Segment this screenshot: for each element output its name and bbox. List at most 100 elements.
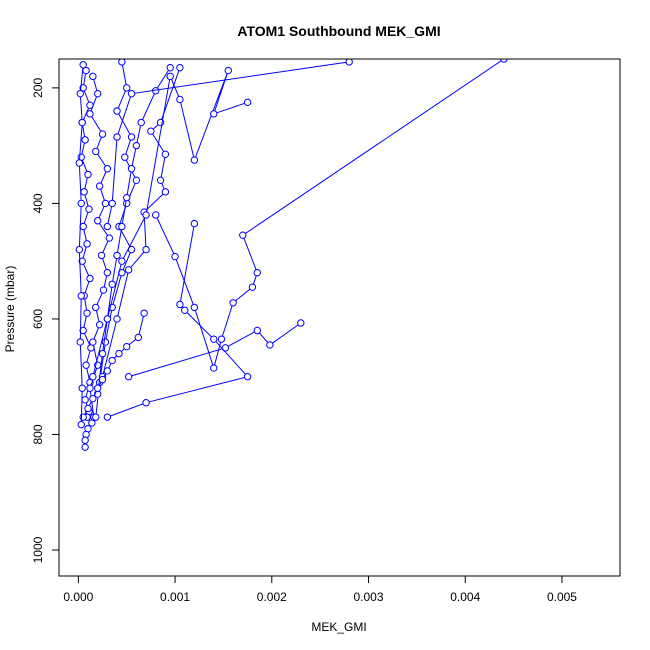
data-point <box>123 342 131 351</box>
data-point <box>166 72 174 81</box>
data-point <box>181 306 189 314</box>
data-point <box>89 72 97 81</box>
data-point <box>103 413 112 421</box>
data-point <box>118 59 126 66</box>
data-point <box>123 193 131 202</box>
series-line <box>78 64 84 425</box>
data-point <box>79 61 87 69</box>
data-point <box>345 59 353 66</box>
data-point <box>103 367 112 375</box>
data-point <box>152 211 160 219</box>
data-point <box>224 66 232 75</box>
data-point <box>103 315 112 323</box>
x-axis-label: MEK_GMI <box>311 620 366 634</box>
data-point <box>161 150 170 159</box>
data-point <box>79 326 87 335</box>
y-tick-label: 800 <box>31 424 45 444</box>
data-point <box>132 176 141 185</box>
series-line <box>92 70 248 377</box>
data-point <box>84 404 92 413</box>
data-point <box>115 349 123 358</box>
data-point <box>243 373 252 381</box>
data-point <box>82 361 90 369</box>
data-point <box>75 159 84 167</box>
data-point <box>113 315 121 323</box>
data-point <box>85 205 93 213</box>
data-point <box>137 118 145 127</box>
data-point <box>142 211 150 219</box>
data-point <box>113 107 121 115</box>
data-point <box>101 338 110 346</box>
data-point <box>210 335 218 343</box>
data-point <box>78 257 86 265</box>
data-point <box>98 130 107 138</box>
data-point <box>127 165 136 173</box>
data-point <box>81 443 89 451</box>
x-tick-label: 0.000 <box>63 590 93 604</box>
y-tick-label: 600 <box>31 309 45 329</box>
data-point <box>98 375 107 384</box>
data-point <box>500 59 508 63</box>
data-point <box>95 182 104 190</box>
data-point <box>84 170 92 179</box>
data-point <box>113 133 121 141</box>
plot-frame <box>58 58 621 577</box>
data-point <box>80 188 88 196</box>
data-point <box>75 245 84 254</box>
data-point <box>266 341 274 349</box>
data-point <box>83 240 91 248</box>
data-point <box>229 299 237 307</box>
data-point <box>103 222 112 231</box>
y-tick-label: 200 <box>31 78 45 98</box>
data-point <box>93 384 102 392</box>
data-point <box>86 384 94 392</box>
data-point <box>142 245 150 254</box>
data-point <box>89 338 97 346</box>
data-point <box>103 269 112 277</box>
data-point <box>243 98 252 107</box>
data-point <box>118 257 126 265</box>
data-point <box>127 89 136 98</box>
data-point <box>147 127 155 135</box>
y-tick-label: 1000 <box>31 536 45 563</box>
data-point <box>92 303 100 312</box>
x-tick-label: 0.001 <box>160 590 190 604</box>
data-point <box>123 84 131 92</box>
data-point <box>79 222 87 231</box>
data-point <box>166 63 174 72</box>
x-tick-label: 0.002 <box>257 590 287 604</box>
data-point <box>176 300 184 309</box>
data-point <box>161 188 170 196</box>
data-point <box>92 413 100 421</box>
data-point <box>176 63 184 72</box>
series-line <box>97 67 171 395</box>
data-point <box>176 95 184 104</box>
data-point <box>99 286 108 294</box>
data-point <box>190 156 199 164</box>
data-point <box>108 199 116 208</box>
chart-title: ATOM1 Southbound MEK_GMI <box>237 23 440 39</box>
data-point <box>78 384 86 392</box>
data-point <box>97 251 106 260</box>
data-point <box>113 251 121 260</box>
y-axis-label: Pressure (mbar) <box>3 266 17 353</box>
data-point <box>118 222 126 231</box>
data-point <box>297 319 305 327</box>
data-point <box>140 309 148 317</box>
data-point <box>93 217 102 225</box>
x-tick-label: 0.004 <box>450 590 480 604</box>
data-point <box>101 199 110 208</box>
x-tick-label: 0.003 <box>354 590 384 604</box>
series-line <box>95 61 137 418</box>
data-point <box>108 356 116 365</box>
data-point <box>89 373 97 381</box>
data-point <box>77 420 85 429</box>
data-point <box>217 335 226 343</box>
data-point <box>156 176 165 185</box>
data-point <box>95 321 104 329</box>
data-point <box>78 118 86 127</box>
data-point <box>108 280 116 288</box>
data-point <box>98 349 107 358</box>
